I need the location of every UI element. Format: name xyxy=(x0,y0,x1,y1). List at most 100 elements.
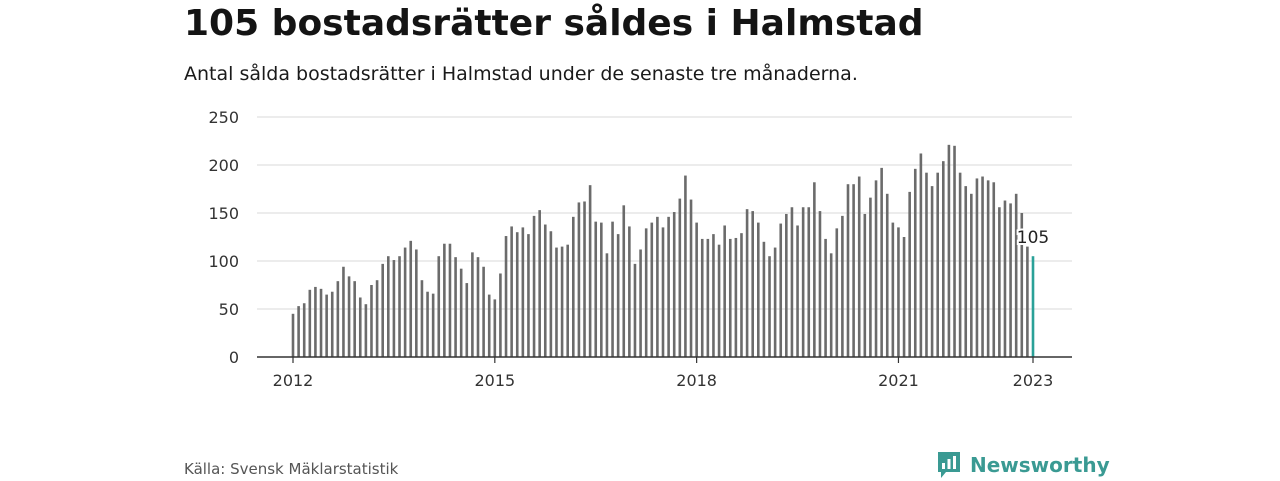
bar xyxy=(1026,246,1029,357)
y-axis-tick-labels: 0 50 100 150 200 250 xyxy=(208,108,239,367)
bar xyxy=(532,215,536,357)
bar xyxy=(543,224,547,357)
bar xyxy=(415,249,418,357)
y-tick-label: 100 xyxy=(208,252,239,271)
bar xyxy=(661,227,665,357)
bar xyxy=(975,178,979,357)
brand-name: Newsworthy xyxy=(970,453,1110,477)
bar xyxy=(930,186,934,357)
x-tick-label: 2012 xyxy=(273,371,314,390)
data-labels: 105 xyxy=(1015,226,1051,250)
bar xyxy=(656,216,659,357)
bar xyxy=(880,167,883,357)
y-tick-label: 150 xyxy=(208,204,239,223)
bar xyxy=(740,233,743,357)
bar xyxy=(437,256,441,357)
bar xyxy=(616,234,620,357)
bar xyxy=(583,201,586,357)
bar xyxy=(885,193,889,357)
bar xyxy=(504,236,508,357)
bar xyxy=(913,168,917,357)
bar xyxy=(628,226,631,357)
bar xyxy=(801,207,805,357)
bar xyxy=(370,285,373,357)
bar xyxy=(555,247,558,357)
bar xyxy=(622,205,626,357)
bar xyxy=(291,313,295,357)
x-axis-ticks: 2012 2015 2018 2021 2023 xyxy=(273,357,1053,390)
bar xyxy=(577,202,581,357)
bar xyxy=(572,216,575,357)
x-tick-label: 2018 xyxy=(676,371,717,390)
bar xyxy=(779,223,783,357)
bar xyxy=(745,209,749,357)
bar xyxy=(970,193,973,357)
bar xyxy=(1020,213,1024,357)
bar xyxy=(712,234,715,357)
bar xyxy=(347,276,351,357)
bar xyxy=(499,273,502,357)
bar xyxy=(515,232,519,357)
bar xyxy=(953,145,956,357)
chart-title: 105 bostadsrätter såldes i Halmstad xyxy=(184,3,924,44)
bar xyxy=(818,211,822,357)
bar xyxy=(829,253,833,357)
bar-chart: 0 50 100 150 200 250 2012 2015 2018 2021 2023 105 xyxy=(208,108,1072,390)
bar xyxy=(925,172,928,357)
bar xyxy=(633,263,637,357)
chart-subtitle: Antal sålda bostadsrätter i Halmstad und… xyxy=(184,63,858,85)
bar xyxy=(807,207,811,357)
newsworthy-chart-icon xyxy=(938,452,960,478)
bar xyxy=(403,247,407,357)
bar xyxy=(302,303,306,357)
bar xyxy=(852,184,855,357)
bar xyxy=(908,191,911,357)
bar xyxy=(964,186,968,357)
bar xyxy=(330,291,334,357)
bar xyxy=(684,175,687,357)
bar xyxy=(723,225,726,357)
newsworthy-logo[interactable]: Newsworthy xyxy=(936,449,1110,481)
bar xyxy=(353,281,356,357)
bar xyxy=(493,299,497,357)
bar xyxy=(813,182,816,357)
bar xyxy=(336,281,340,357)
bar xyxy=(874,180,878,357)
bar xyxy=(521,227,525,357)
bar xyxy=(986,180,990,357)
bar xyxy=(947,144,951,357)
bar xyxy=(1014,193,1018,357)
bar xyxy=(487,294,491,357)
bar xyxy=(998,207,1001,357)
bar xyxy=(728,238,732,357)
bar xyxy=(757,222,760,357)
bar xyxy=(314,286,317,357)
bar xyxy=(1003,200,1007,357)
bar xyxy=(942,161,945,357)
bar xyxy=(605,253,609,357)
bar xyxy=(773,247,777,357)
bar xyxy=(443,243,446,357)
bar xyxy=(325,294,328,357)
bar xyxy=(897,227,900,357)
bar xyxy=(476,257,480,357)
bar xyxy=(594,221,598,357)
bar xyxy=(689,199,693,357)
bar xyxy=(600,222,603,357)
bars xyxy=(291,144,1035,357)
bar xyxy=(992,182,996,357)
y-tick-label: 50 xyxy=(219,300,239,319)
bar xyxy=(471,252,474,357)
bar xyxy=(387,256,390,357)
bar xyxy=(527,234,530,357)
bar xyxy=(358,297,362,357)
bar xyxy=(790,207,794,357)
bar xyxy=(768,256,771,357)
bar xyxy=(841,215,844,357)
bar xyxy=(1009,203,1012,357)
bar xyxy=(958,172,962,357)
bar xyxy=(919,153,923,357)
bar xyxy=(835,228,839,357)
bar xyxy=(482,266,485,357)
bar xyxy=(891,222,895,357)
